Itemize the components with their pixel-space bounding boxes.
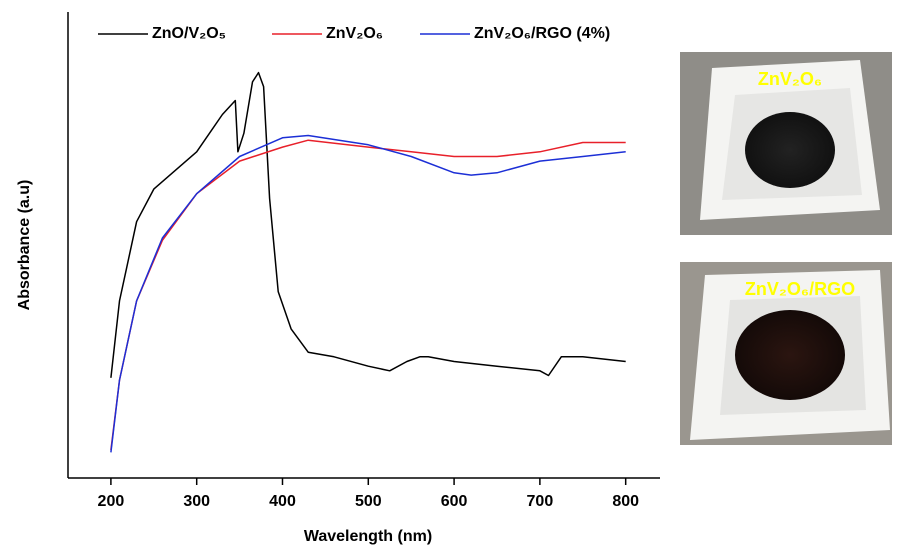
legend-label: ZnV₂O₆/RGO (4%) xyxy=(474,25,610,42)
x-tick-label: 800 xyxy=(612,493,639,510)
x-tick-label: 600 xyxy=(441,493,468,510)
x-tick-label: 200 xyxy=(98,493,125,510)
legend-label: ZnO/V₂O₅ xyxy=(152,25,226,42)
x-axis-label: Wavelength (nm) xyxy=(304,528,432,545)
series-line xyxy=(110,139,626,451)
photo: ZnV₂O₆/RGO xyxy=(680,262,892,445)
legend-label: ZnV₂O₆ xyxy=(326,25,383,42)
x-tick-label: 400 xyxy=(269,493,296,510)
photo-label: ZnV₂O₆ xyxy=(758,69,822,89)
series-line xyxy=(110,71,626,378)
photo-label: ZnV₂O₆/RGO xyxy=(745,279,855,299)
series-line xyxy=(110,134,626,453)
photo: ZnV₂O₆ xyxy=(680,52,892,235)
x-tick-label: 500 xyxy=(355,493,382,510)
y-axis-label: Absorbance (a.u) xyxy=(16,180,33,311)
x-tick-label: 300 xyxy=(183,493,210,510)
x-tick-label: 700 xyxy=(527,493,554,510)
